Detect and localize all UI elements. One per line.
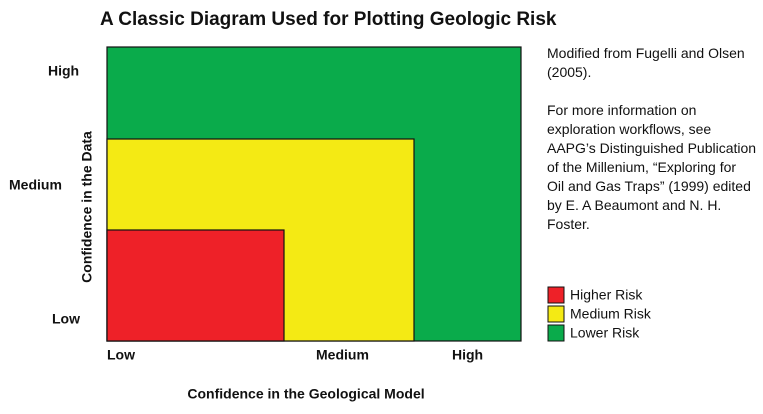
x-axis-title: Confidence in the Geological Model <box>187 386 424 402</box>
y-label: High <box>48 63 79 79</box>
legend-swatch <box>547 324 565 342</box>
x-label: High <box>452 347 483 363</box>
risk-region <box>106 229 285 342</box>
title: A Classic Diagram Used for Plotting Geol… <box>100 9 557 30</box>
x-label: Medium <box>316 347 369 363</box>
y-label: Low <box>52 311 80 327</box>
y-axis-title: Confidence in the Data <box>79 131 95 283</box>
legend-swatch <box>547 305 565 323</box>
note: Modified from Fugelli and Olsen (2005). <box>547 45 745 80</box>
legend-label: Higher Risk <box>570 287 643 303</box>
y-label: Medium <box>9 177 62 193</box>
legend-label: Medium Risk <box>570 306 652 322</box>
notes: Modified from Fugelli and Olsen (2005). … <box>547 44 757 253</box>
risk-regions <box>106 46 522 342</box>
legend-label: Lower Risk <box>570 325 640 341</box>
legend: Higher Risk Medium Risk Lower Risk <box>547 286 652 342</box>
note: For more information on exploration work… <box>547 102 757 232</box>
legend-swatch <box>547 286 565 304</box>
x-label: Low <box>107 347 135 363</box>
